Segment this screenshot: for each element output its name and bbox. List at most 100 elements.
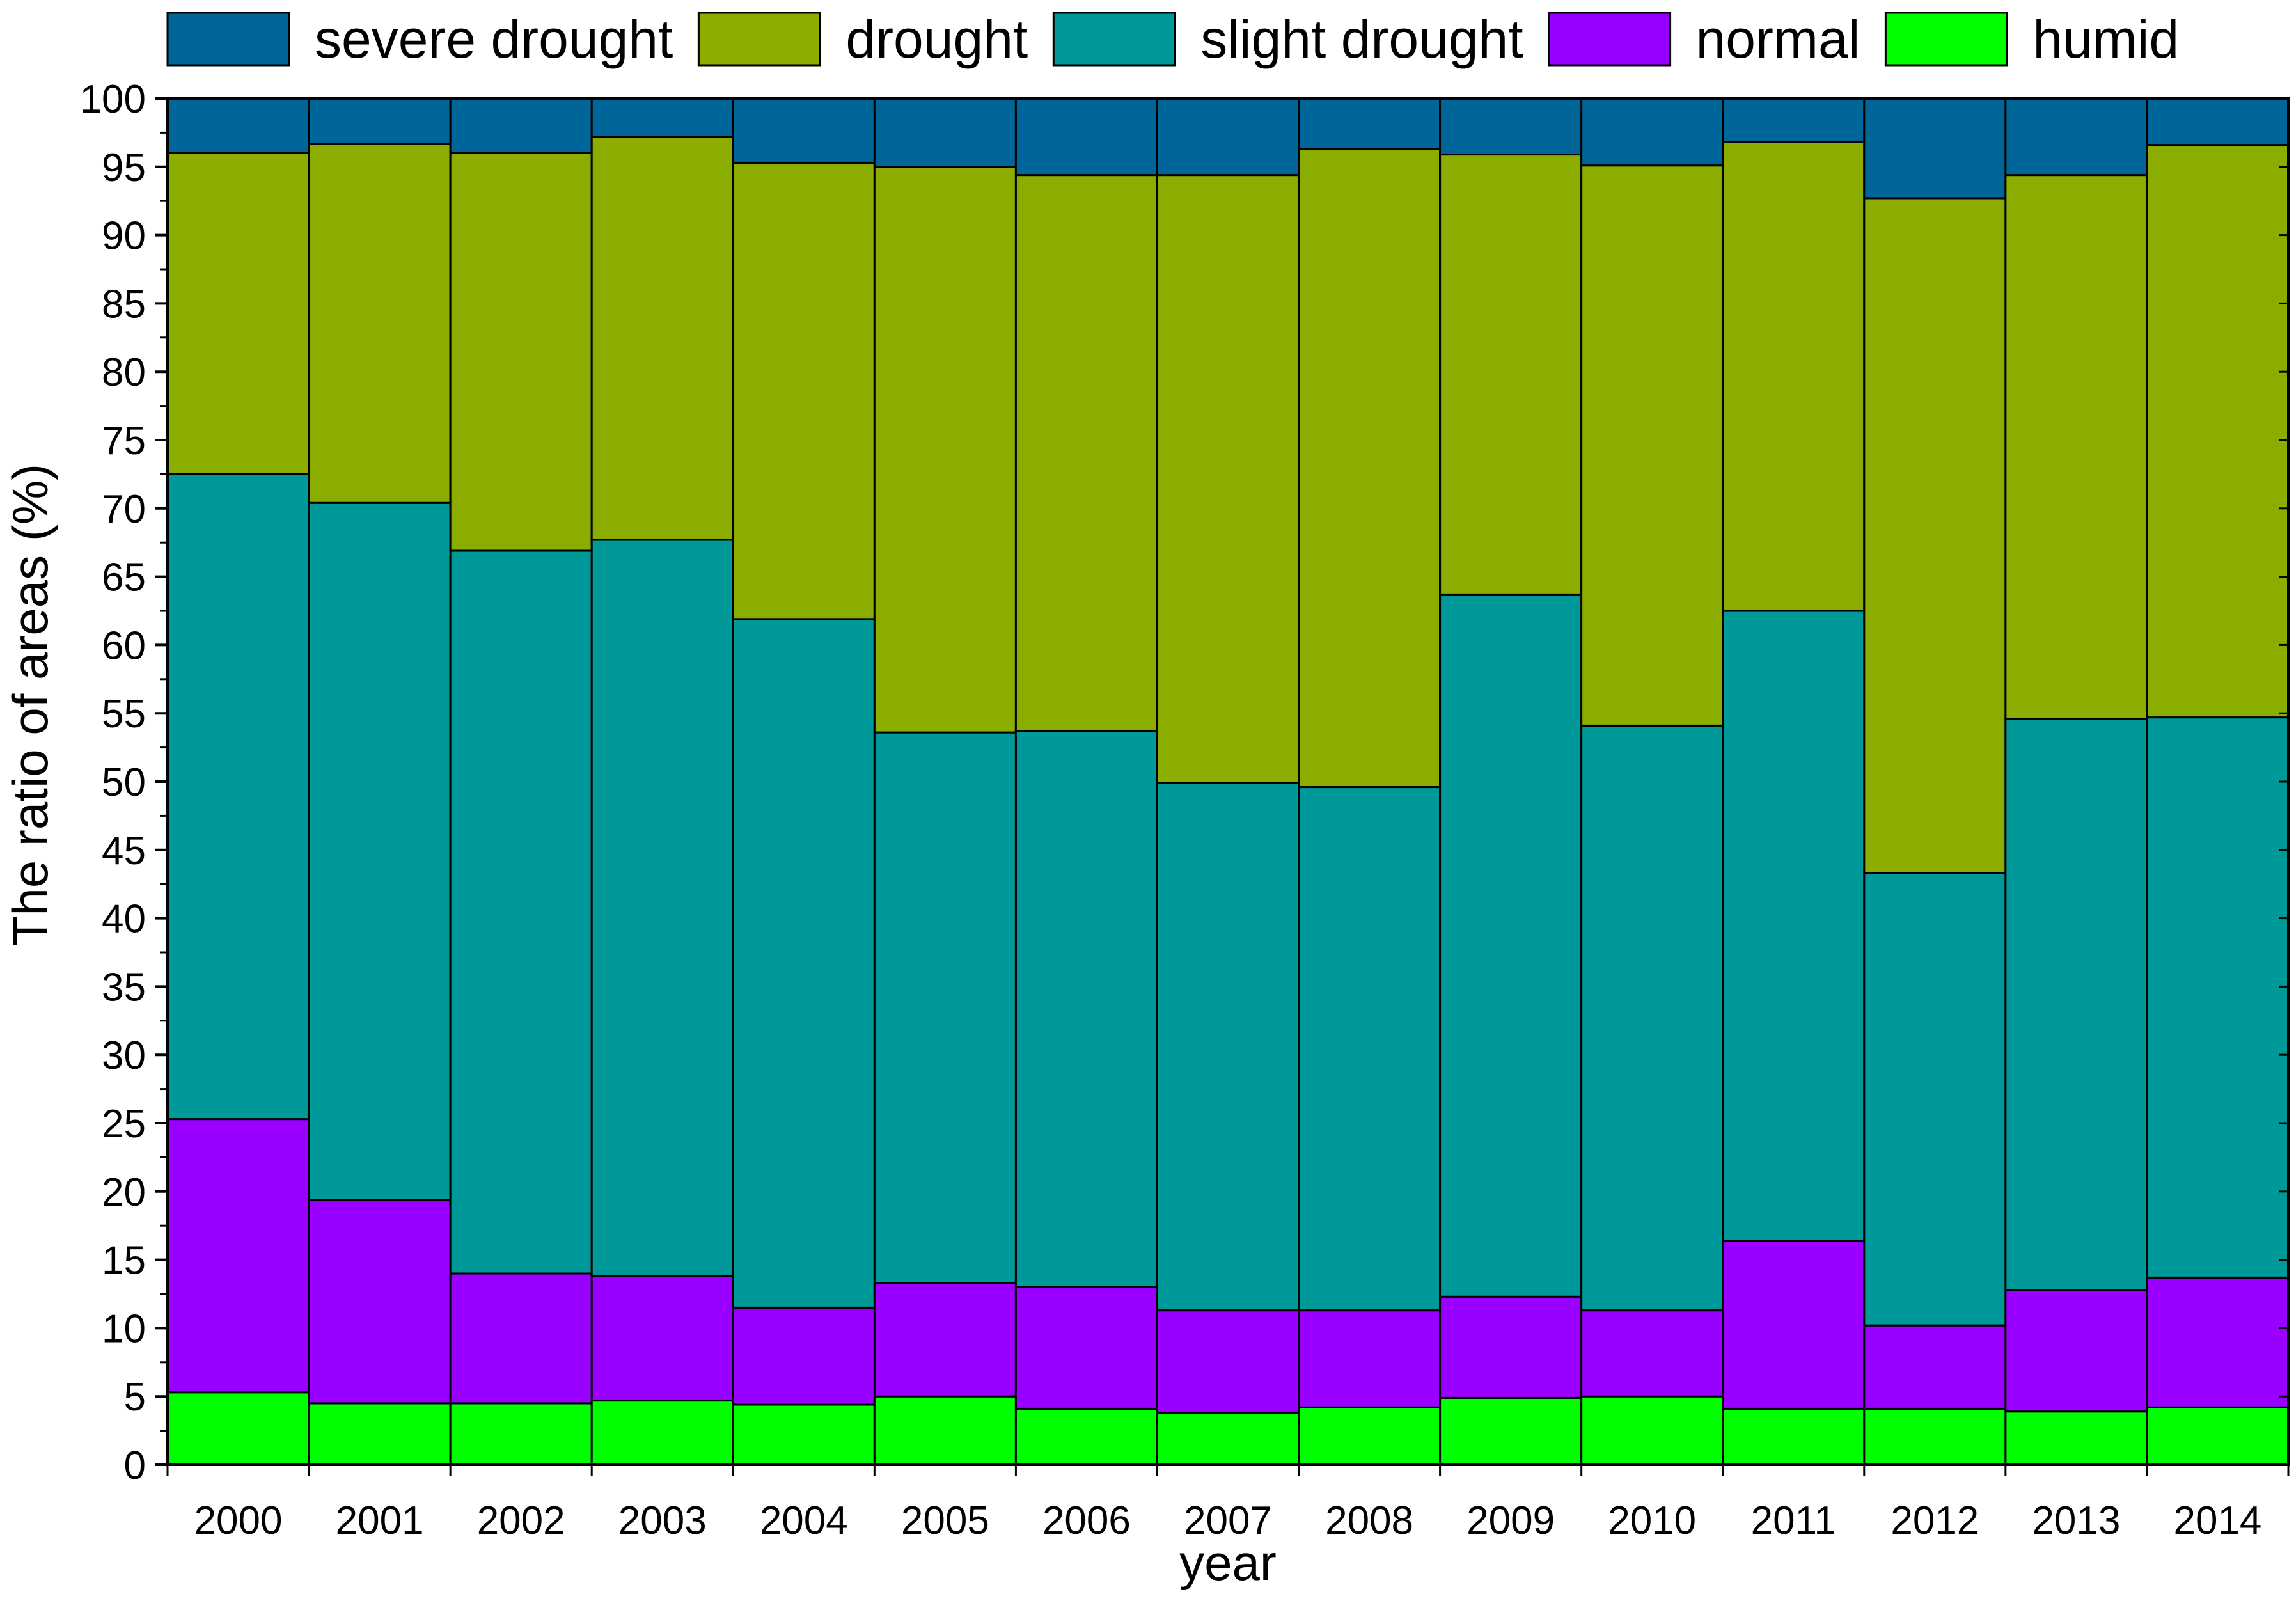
y-tick-label: 70 — [102, 487, 146, 532]
legend-label-severe-drought: severe drought — [315, 9, 673, 69]
bar-humid-2012 — [1863, 1407, 2007, 1466]
y-tick-label: 80 — [102, 351, 146, 395]
y-tick-label: 75 — [102, 419, 146, 463]
y-tick-label: 15 — [102, 1239, 146, 1283]
y-tick-label: 65 — [102, 556, 146, 600]
bar-drought-2008 — [1298, 148, 1442, 789]
bar-humid-2001 — [308, 1402, 452, 1466]
bar-slight-drought-2003 — [590, 539, 734, 1277]
bar-humid-2013 — [2004, 1410, 2148, 1466]
bar-normal-2005 — [873, 1282, 1017, 1398]
x-tick-label: 2013 — [2032, 1499, 2120, 1543]
bar-slight-drought-2014 — [2146, 716, 2290, 1279]
legend-label-drought: drought — [845, 9, 1028, 69]
bar-severe-drought-2014 — [2146, 97, 2290, 146]
legend-swatch-slight-drought — [1052, 12, 1176, 67]
bar-drought-2000 — [166, 152, 310, 475]
x-tick-label: 2003 — [618, 1499, 707, 1543]
bar-normal-2004 — [732, 1306, 876, 1406]
bar-severe-drought-2005 — [873, 97, 1017, 168]
bar-severe-drought-2010 — [1580, 97, 1724, 167]
bar-normal-2014 — [2146, 1276, 2290, 1408]
bars — [166, 97, 2290, 1466]
x-tick-label: 2006 — [1042, 1499, 1131, 1543]
y-tick-label: 45 — [102, 829, 146, 873]
bar-humid-2011 — [1722, 1407, 1866, 1466]
legend: severe drought drought slight drought norma… — [166, 9, 2179, 69]
y-axis-title: The ratio of areas (%) — [2, 464, 58, 946]
bar-drought-2011 — [1722, 141, 1866, 612]
bar-slight-drought-2013 — [2004, 718, 2148, 1291]
x-tick-label: 2002 — [477, 1499, 565, 1543]
x-tick-label: 2001 — [336, 1499, 424, 1543]
legend-swatch-drought — [697, 12, 821, 67]
bar-severe-drought-2011 — [1722, 97, 1866, 143]
x-tick-label: 2008 — [1325, 1499, 1413, 1543]
y-tick-label: 25 — [102, 1102, 146, 1146]
bar-slight-drought-2007 — [1156, 782, 1300, 1312]
x-tick-label: 2014 — [2173, 1499, 2261, 1543]
legend-label-slight-drought: slight drought — [1200, 9, 1523, 69]
bar-drought-2002 — [449, 152, 593, 552]
legend-swatch-severe-drought — [166, 12, 290, 67]
y-tick-label: 20 — [102, 1171, 146, 1215]
y-tick-label: 90 — [102, 214, 146, 258]
bar-normal-2009 — [1439, 1295, 1583, 1399]
bar-slight-drought-2012 — [1863, 872, 2007, 1327]
bar-severe-drought-2008 — [1298, 97, 1442, 150]
bar-humid-2002 — [449, 1402, 593, 1466]
bar-slight-drought-2000 — [166, 473, 310, 1121]
legend-swatch-humid — [1884, 12, 2008, 67]
bar-humid-2007 — [1156, 1412, 1300, 1466]
bar-slight-drought-2002 — [449, 549, 593, 1275]
y-tick-label: 60 — [102, 624, 146, 668]
bar-slight-drought-2010 — [1580, 724, 1724, 1312]
y-tick-label: 55 — [102, 692, 146, 736]
bar-slight-drought-2011 — [1722, 610, 1866, 1242]
bar-normal-2007 — [1156, 1309, 1300, 1414]
x-tick-label: 2004 — [760, 1499, 848, 1543]
legend-label-humid: humid — [2033, 9, 2179, 69]
bar-drought-2013 — [2004, 174, 2148, 720]
legend-label-normal: normal — [1696, 9, 1860, 69]
y-tick-label: 10 — [102, 1307, 146, 1351]
bar-severe-drought-2009 — [1439, 97, 1583, 156]
x-axis: 2000 2001 2002 2003 2004 2005 2006 2007 2008 2009… — [166, 1465, 2290, 1543]
bar-normal-2003 — [590, 1275, 734, 1402]
bar-severe-drought-2006 — [1014, 97, 1158, 177]
plot-frame — [166, 97, 2290, 1466]
y-axis: 0 5 10 15 20 25 30 35 40 45 50 55 60 65 70 75 80 85 90 95 10… — [80, 77, 2288, 1488]
x-axis-title: year — [1179, 1534, 1277, 1591]
bar-slight-drought-2004 — [732, 618, 876, 1309]
bar-severe-drought-2000 — [166, 97, 310, 154]
y-tick-label: 40 — [102, 897, 146, 942]
x-tick-label: 2011 — [1751, 1499, 1836, 1543]
bar-humid-2000 — [166, 1391, 310, 1466]
bar-severe-drought-2003 — [590, 97, 734, 138]
bar-drought-2012 — [1863, 197, 2007, 874]
bar-humid-2003 — [590, 1400, 734, 1466]
bar-normal-2010 — [1580, 1309, 1724, 1398]
bar-slight-drought-2009 — [1439, 593, 1583, 1298]
bar-drought-2007 — [1156, 174, 1300, 784]
bar-slight-drought-2001 — [308, 501, 452, 1201]
bar-humid-2004 — [732, 1403, 876, 1466]
bar-drought-2010 — [1580, 164, 1724, 727]
bar-humid-2008 — [1298, 1406, 1442, 1466]
x-tick-label: 2009 — [1466, 1499, 1555, 1543]
x-tick-label: 2012 — [1891, 1499, 1979, 1543]
bar-severe-drought-2012 — [1863, 97, 2007, 200]
bar-severe-drought-2002 — [449, 97, 593, 154]
bar-drought-2009 — [1439, 154, 1583, 596]
bar-normal-2002 — [449, 1272, 593, 1405]
bar-normal-2001 — [308, 1199, 452, 1405]
y-tick-label: 30 — [102, 1034, 146, 1078]
bar-drought-2005 — [873, 166, 1017, 734]
bar-drought-2004 — [732, 161, 876, 620]
x-tick-label: 2005 — [901, 1499, 989, 1543]
bar-drought-2014 — [2146, 144, 2290, 719]
x-tick-label: 2010 — [1608, 1499, 1696, 1543]
legend-swatch-normal — [1548, 12, 1672, 67]
bar-normal-2013 — [2004, 1289, 2148, 1413]
